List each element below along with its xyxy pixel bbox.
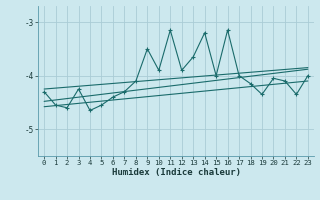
X-axis label: Humidex (Indice chaleur): Humidex (Indice chaleur) — [111, 168, 241, 177]
